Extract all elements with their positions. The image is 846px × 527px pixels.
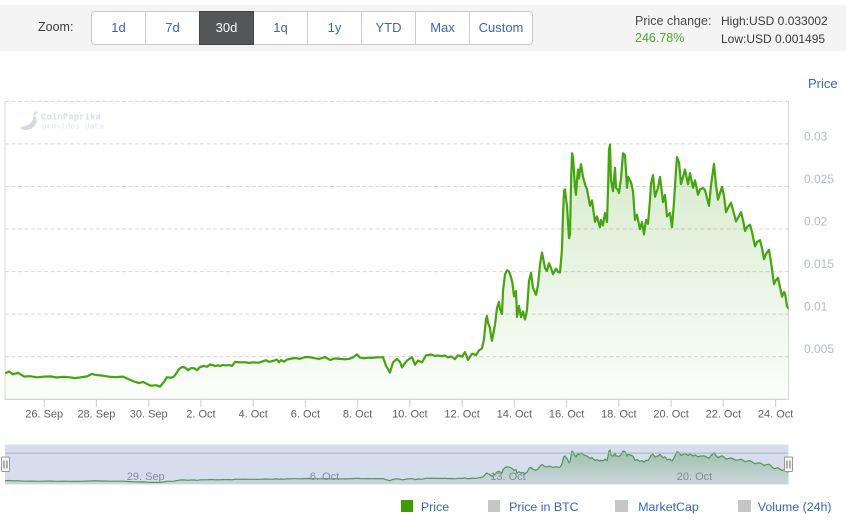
- svg-text:26. Sep: 26. Sep: [25, 409, 63, 421]
- svg-text:0.025: 0.025: [804, 172, 834, 186]
- svg-text:10. Oct: 10. Oct: [392, 409, 427, 421]
- svg-text:0.03: 0.03: [804, 129, 828, 143]
- svg-text:14. Oct: 14. Oct: [497, 409, 532, 421]
- svg-text:22. Oct: 22. Oct: [706, 409, 741, 421]
- svg-text:CoinPaprika: CoinPaprika: [41, 113, 102, 123]
- svg-text:provides data: provides data: [42, 124, 104, 132]
- svg-text:12. Oct: 12. Oct: [444, 409, 479, 421]
- svg-text:6. Oct: 6. Oct: [310, 471, 339, 483]
- svg-text:13. Oct: 13. Oct: [490, 471, 525, 483]
- svg-text:2. Oct: 2. Oct: [186, 409, 215, 421]
- svg-text:0.01: 0.01: [804, 300, 828, 314]
- svg-text:0.005: 0.005: [804, 342, 834, 356]
- svg-text:20. Oct: 20. Oct: [677, 471, 712, 483]
- svg-text:0.02: 0.02: [804, 215, 828, 229]
- svg-text:29. Sep: 29. Sep: [127, 471, 165, 483]
- svg-text:8. Oct: 8. Oct: [343, 409, 372, 421]
- svg-text:6. Oct: 6. Oct: [291, 409, 320, 421]
- svg-text:Price: Price: [808, 76, 838, 91]
- svg-text:30. Sep: 30. Sep: [130, 409, 168, 421]
- svg-text:18. Oct: 18. Oct: [601, 409, 636, 421]
- svg-text:16. Oct: 16. Oct: [549, 409, 584, 421]
- svg-text:4. Oct: 4. Oct: [239, 409, 268, 421]
- svg-text:28. Sep: 28. Sep: [77, 409, 115, 421]
- svg-text:24. Oct: 24. Oct: [758, 409, 793, 421]
- svg-text:0.015: 0.015: [804, 257, 834, 271]
- svg-text:20. Oct: 20. Oct: [653, 409, 688, 421]
